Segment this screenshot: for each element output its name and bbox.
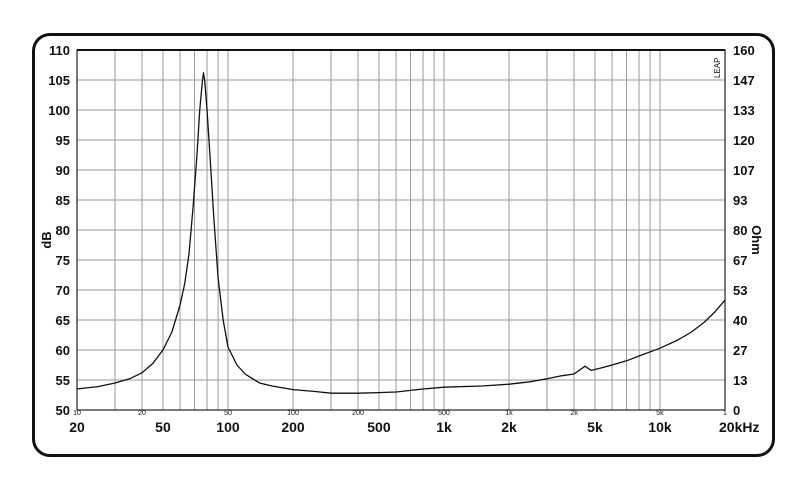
x-tick-label: 200 (281, 419, 305, 435)
x-minor-tick-label: 1k (505, 410, 513, 417)
x-tick-label: 500 (367, 419, 391, 435)
series-layer (76, 72, 726, 394)
x-minor-tick-label: 100 (287, 410, 299, 417)
y-tick-label: 80 (56, 223, 70, 238)
x-minor-tick-label: 5k (656, 410, 664, 417)
y2-tick-label: 93 (733, 193, 747, 208)
x-minor-tick-label: 200 (352, 410, 364, 417)
y-tick-label: 70 (56, 283, 70, 298)
y-tick-label: 75 (56, 253, 70, 268)
y-tick-label: 50 (56, 403, 70, 418)
y2-tick-label: 107 (733, 163, 755, 178)
y2-axis-label: Ohm (749, 225, 764, 255)
y2-tick-label: 67 (733, 253, 747, 268)
y2-tick-label: 0 (733, 403, 740, 418)
y2-tick-label: 80 (733, 223, 747, 238)
y-tick-label: 55 (56, 373, 70, 388)
x-tick-label: 5k (587, 419, 603, 435)
grid-layer (76, 49, 726, 411)
y2-tick-label: 147 (733, 73, 755, 88)
x-tick-label: 20kHz (719, 419, 759, 435)
y-tick-label: 90 (56, 163, 70, 178)
chart-frame (32, 33, 775, 457)
x-minor-tick-label: 20 (138, 410, 146, 417)
axis-layer: 5055606570758085909510010511001327405367… (48, 43, 759, 435)
y-tick-label: 85 (56, 193, 70, 208)
y2-tick-label: 27 (733, 343, 747, 358)
y2-tick-label: 160 (733, 43, 755, 58)
x-tick-label: 1k (436, 419, 452, 435)
x-tick-label: 2k (501, 419, 517, 435)
x-tick-label: 100 (216, 419, 240, 435)
y2-tick-label: 120 (733, 133, 755, 148)
y-tick-label: 95 (56, 133, 70, 148)
impedance-curve (76, 72, 726, 394)
x-tick-label: 10k (648, 419, 672, 435)
y-tick-label: 65 (56, 313, 70, 328)
y-tick-label: 105 (48, 73, 70, 88)
y2-tick-label: 40 (733, 313, 747, 328)
x-minor-tick-label: 500 (438, 410, 450, 417)
x-minor-tick-label: 10 (73, 410, 81, 417)
x-minor-tick-label: 50 (224, 410, 232, 417)
y-tick-label: 100 (48, 103, 70, 118)
y2-tick-label: 53 (733, 283, 747, 298)
x-minor-tick-label: 1 (723, 410, 727, 417)
x-tick-label: 50 (155, 419, 171, 435)
y2-tick-label: 13 (733, 373, 747, 388)
y2-tick-label: 133 (733, 103, 755, 118)
y-tick-label: 60 (56, 343, 70, 358)
x-minor-tick-label: 2k (570, 410, 578, 417)
y-axis-label: dB (39, 231, 54, 248)
y-tick-label: 110 (49, 43, 70, 58)
watermark: LEAP (713, 58, 722, 78)
x-tick-label: 20 (69, 419, 85, 435)
